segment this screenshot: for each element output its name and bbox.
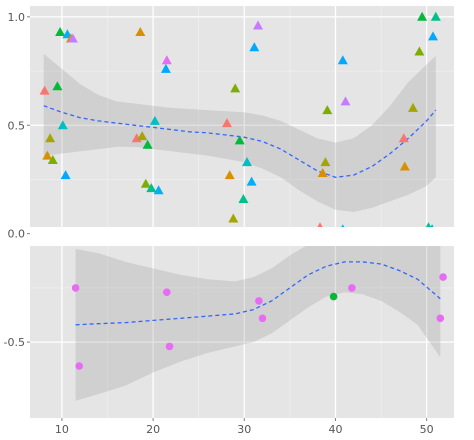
circle-point [71, 284, 80, 292]
smooth-lines [43, 105, 441, 326]
triangle-point [242, 157, 252, 167]
triangle-point [137, 131, 148, 141]
triangle-point [238, 194, 249, 203]
triangle-point [45, 133, 56, 143]
triangle-point [140, 178, 151, 188]
triangle-point [161, 55, 172, 65]
y-tick-label: -0.5 [4, 336, 25, 349]
x-tick-label: 40 [328, 423, 342, 436]
lower-smooth-line [75, 261, 441, 326]
triangle-point [398, 133, 409, 143]
upper-smooth-line [43, 105, 437, 178]
triangle-point [337, 55, 348, 65]
y-tick-label: 1.0 [8, 11, 26, 24]
circle-point [255, 297, 263, 305]
y-tick-label: 0.5 [8, 119, 26, 132]
triangle-point [42, 150, 53, 160]
triangle-point [428, 31, 438, 41]
triangle-point [222, 118, 232, 128]
triangle-point [340, 96, 351, 106]
circle-point [258, 314, 267, 323]
panel-gap-band [30, 227, 454, 246]
x-tick-label: 50 [420, 423, 434, 436]
circle-point [348, 284, 356, 292]
triangle-point [146, 183, 157, 193]
triangle-point [322, 105, 333, 115]
circle-point [75, 362, 83, 370]
triangle-point [417, 11, 428, 21]
circle-point [436, 314, 445, 323]
triangle-point [253, 20, 263, 30]
y-tick-label: 0.0 [8, 228, 26, 241]
x-axis: 10 20 30 40 50 [55, 418, 434, 436]
triangle-point [149, 115, 160, 125]
triangle-point [47, 155, 58, 164]
upper-confidence-ribbon [43, 53, 436, 213]
triangle-point [228, 213, 239, 223]
triangle-point [135, 27, 146, 36]
triangle-point [414, 46, 425, 56]
triangle-point [160, 63, 171, 73]
triangle-point [39, 85, 50, 95]
circle-point [329, 292, 338, 301]
triangle-point [430, 11, 441, 21]
minor-gridlines [30, 6, 454, 418]
triangle-point [153, 185, 164, 195]
triangle-point [52, 81, 63, 91]
triangle-point [142, 139, 153, 149]
triangle-point [55, 27, 66, 36]
x-tick-label: 20 [146, 423, 160, 436]
circle-point [163, 288, 171, 297]
plot-background [30, 6, 454, 418]
triangle-point [246, 176, 257, 186]
triangle-point [224, 170, 235, 180]
x-tick-label: 30 [237, 423, 251, 436]
triangle-point [320, 157, 331, 167]
triangle-point [60, 170, 71, 180]
y-axis: 1.0 0.5 0.0 -0.5 [4, 11, 30, 349]
x-tick-label: 10 [55, 423, 69, 436]
triangle-point [230, 83, 241, 93]
triangle-point [249, 42, 260, 52]
circle-point [165, 342, 174, 351]
triangle-point [57, 120, 68, 130]
circle-point [439, 273, 447, 281]
confidence-ribbons [43, 53, 441, 401]
triangle-point [399, 161, 410, 171]
lower-confidence-ribbon [75, 233, 441, 401]
triangle-point [234, 135, 245, 145]
triangle-point [408, 102, 418, 112]
triangle-point [317, 168, 328, 177]
triangle-point [67, 33, 78, 43]
